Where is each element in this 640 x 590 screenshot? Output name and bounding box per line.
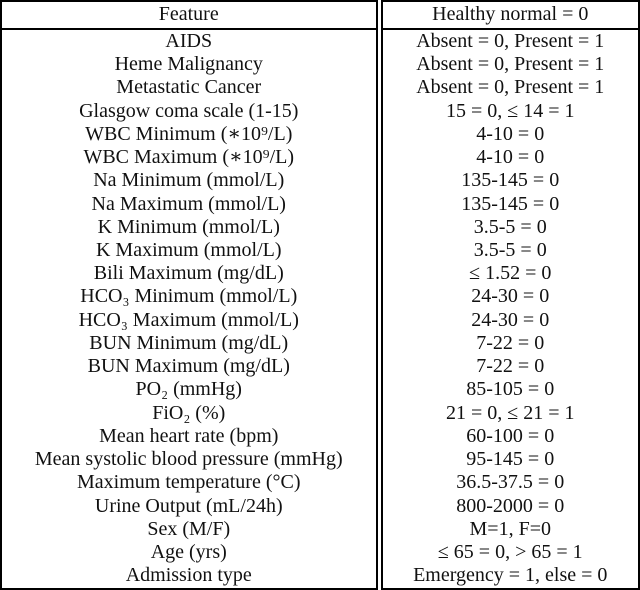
table-body: AIDS Absent = 0, Present = 1 Heme Malign… (1, 29, 639, 589)
feature-cell: K Maximum (mmol/L) (95, 239, 282, 261)
feature-cell: AIDS (165, 29, 213, 52)
value-cell: Absent = 0, Present = 1 (375, 29, 639, 54)
feature-cell: HCO₃ Maximum (mmol/L) (78, 308, 299, 331)
feature-cell: Sex (M/F) (147, 518, 231, 540)
feature-cell: Mean heart rate (bpm) (99, 425, 279, 447)
feature-cell: BUN Maximum (mg/dL) (87, 355, 290, 378)
table-row: Mean systolic blood pressure (mmHg) 95-1… (1, 448, 639, 472)
table-row: K Maximum (mmol/L) 3.5-5 = 0 (1, 239, 639, 263)
table-row: K Minimum (mmol/L) 3.5-5 = 0 (1, 215, 639, 240)
value-cell: 60-100 = 0 (375, 425, 639, 449)
value-cell: 36.5-37.5 = 0 (375, 471, 639, 495)
feature-cell: WBC Maximum (∗10⁹/L) (83, 146, 295, 169)
table-row: PO₂ (mmHg) 85-105 = 0 (1, 378, 639, 402)
table-row: Na Maximum (mmol/L) 135-145 = 0 (1, 192, 639, 216)
value-cell: 24-30 = 0 (375, 285, 639, 309)
feature-cell: PO₂ (mmHg) (135, 378, 242, 401)
feature-cell: FiO₂ (%) (152, 401, 226, 424)
feature-cell: Urine Output (mL/24h) (94, 494, 283, 517)
table-row: Maximum temperature (°C) 36.5-37.5 = 0 (1, 471, 639, 495)
value-cell: 800-2000 = 0 (375, 494, 639, 518)
feature-cell: Maximum temperature (°C) (77, 471, 301, 494)
table-row: Sex (M/F) M=1, F=0 (1, 518, 639, 542)
value-cell: 15 = 0, ≤ 14 = 1 (375, 99, 639, 124)
value-cell: 7-22 = 0 (375, 332, 639, 356)
value-cell: 21 = 0, ≤ 21 = 1 (375, 401, 639, 426)
feature-cell: Glasgow coma scale (1-15) (79, 99, 299, 122)
feature-column-header: Feature (1, 1, 379, 30)
table-row: Heme Malignancy Absent = 0, Present = 1 (1, 53, 639, 77)
table-row: HCO₃ Maximum (mmol/L) 24-30 = 0 (1, 308, 639, 333)
table-row: Metastatic Cancer Absent = 0, Present = … (1, 76, 639, 100)
value-cell: ≤ 1.52 = 0 (375, 262, 639, 286)
feature-cell: Mean systolic blood pressure (mmHg) (34, 448, 343, 471)
table-row: Admission type Emergency = 1, else = 0 (1, 564, 639, 589)
value-cell: M=1, F=0 (375, 518, 639, 542)
value-cell: 24-30 = 0 (375, 308, 639, 333)
value-cell: Emergency = 1, else = 0 (375, 564, 639, 589)
feature-cell: Bili Maximum (mg/dL) (93, 262, 284, 285)
value-cell: 3.5-5 = 0 (375, 239, 639, 263)
feature-cell: HCO₃ Minimum (mmol/L) (80, 285, 298, 308)
value-column-header: Healthy normal = 0 (375, 1, 639, 30)
feature-cell: Heme Malignancy (114, 53, 263, 76)
value-cell: ≤ 65 = 0, > 65 = 1 (375, 541, 639, 565)
table-header-row: Feature Healthy normal = 0 (1, 1, 639, 30)
value-cell: 135-145 = 0 (375, 192, 639, 216)
table-row: BUN Maximum (mg/dL) 7-22 = 0 (1, 355, 639, 379)
value-cell: 7-22 = 0 (375, 355, 639, 379)
table-row: Mean heart rate (bpm) 60-100 = 0 (1, 425, 639, 449)
feature-cell: Metastatic Cancer (116, 76, 262, 99)
value-cell: 135-145 = 0 (375, 169, 639, 193)
table-row: Na Minimum (mmol/L) 135-145 = 0 (1, 169, 639, 193)
table-row: Glasgow coma scale (1-15) 15 = 0, ≤ 14 =… (1, 99, 639, 124)
feature-cell: Age (yrs) (150, 541, 227, 564)
value-cell: 4-10 = 0 (375, 123, 639, 147)
value-cell: 95-145 = 0 (375, 448, 639, 472)
table-row: Urine Output (mL/24h) 800-2000 = 0 (1, 494, 639, 518)
value-cell: 85-105 = 0 (375, 378, 639, 402)
value-cell: Absent = 0, Present = 1 (375, 76, 639, 100)
value-cell: 3.5-5 = 0 (375, 215, 639, 240)
table-row: Bili Maximum (mg/dL) ≤ 1.52 = 0 (1, 262, 639, 286)
feature-cell: Na Maximum (mmol/L) (91, 192, 286, 215)
table-row: FiO₂ (%) 21 = 0, ≤ 21 = 1 (1, 401, 639, 426)
feature-cell: Admission type (125, 564, 252, 587)
feature-cell: BUN Minimum (mg/dL) (89, 332, 289, 354)
table-row: BUN Minimum (mg/dL) 7-22 = 0 (1, 332, 639, 356)
table-row: Age (yrs) ≤ 65 = 0, > 65 = 1 (1, 541, 639, 565)
feature-cell: K Minimum (mmol/L) (97, 215, 280, 238)
value-cell: 4-10 = 0 (375, 146, 639, 170)
table-row: AIDS Absent = 0, Present = 1 (1, 29, 639, 54)
table-row: HCO₃ Minimum (mmol/L) 24-30 = 0 (1, 285, 639, 309)
table-row: WBC Minimum (∗10⁹/L) 4-10 = 0 (1, 123, 639, 147)
feature-cell: WBC Minimum (∗10⁹/L) (85, 123, 293, 145)
value-cell: Absent = 0, Present = 1 (375, 53, 639, 77)
feature-cell: Na Minimum (mmol/L) (93, 169, 285, 192)
table-row: WBC Maximum (∗10⁹/L) 4-10 = 0 (1, 146, 639, 170)
